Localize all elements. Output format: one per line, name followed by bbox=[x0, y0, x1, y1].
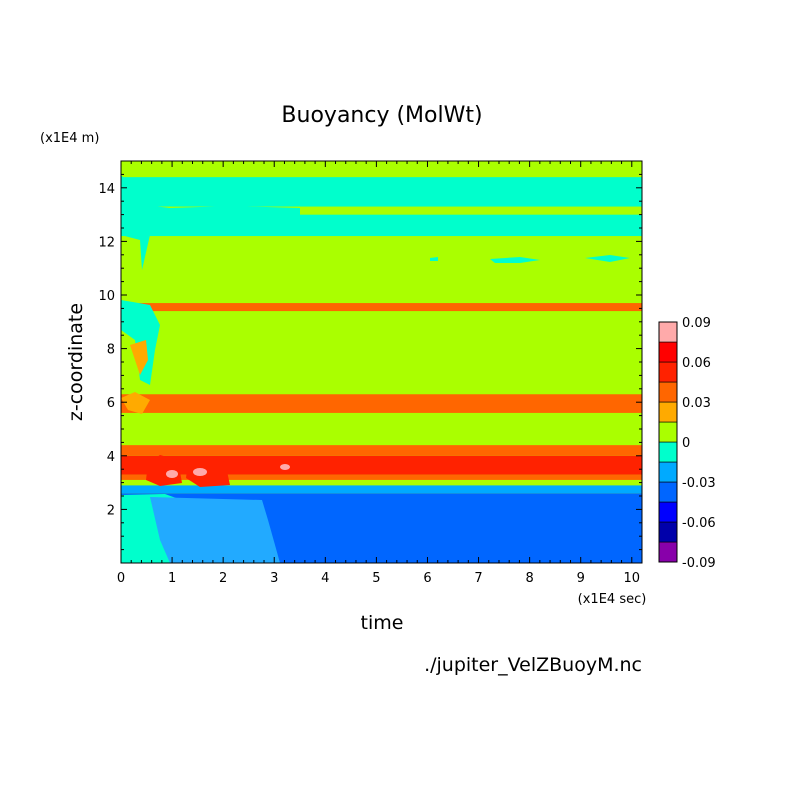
upper-cyan-patch-3 bbox=[430, 257, 438, 261]
steady-state-bands bbox=[121, 161, 642, 563]
colorbar-swatch bbox=[658, 341, 678, 363]
y-tick-label: 8 bbox=[107, 343, 115, 358]
x-axis-label: time bbox=[361, 612, 404, 634]
colorbar-swatch bbox=[658, 321, 678, 343]
colorbar-label: -0.03 bbox=[682, 476, 716, 491]
source-label: ./jupiter_VelZBuoyM.nc bbox=[424, 654, 642, 676]
x-tick-label: 4 bbox=[321, 571, 329, 586]
x-tick-label: 2 bbox=[219, 571, 227, 586]
colorbar-swatch bbox=[658, 521, 678, 543]
y-tick-label: 6 bbox=[107, 396, 115, 411]
x-tick-label: 10 bbox=[624, 571, 641, 586]
y-tick-label: 2 bbox=[107, 503, 115, 518]
transient-red-bump-1 bbox=[146, 455, 182, 486]
colorbar-swatch bbox=[658, 401, 678, 423]
colorbar-swatch bbox=[658, 481, 678, 503]
y-axis: 2 4 6 8 10 12 14 bbox=[98, 160, 642, 564]
transient-region bbox=[121, 175, 630, 563]
colorbar-swatch bbox=[658, 361, 678, 383]
x-tick-label: 3 bbox=[270, 571, 278, 586]
plot-area bbox=[121, 161, 642, 563]
colorbar-label: 0 bbox=[682, 436, 690, 451]
x-unit-label: (x1E4 sec) bbox=[578, 592, 647, 607]
colorbar-swatch bbox=[658, 461, 678, 483]
y-tick-label: 12 bbox=[98, 235, 115, 250]
x-tick-label: 0 bbox=[117, 571, 125, 586]
colorbar-label: 0.06 bbox=[682, 356, 711, 371]
x-tick-label: 8 bbox=[525, 571, 533, 586]
transient-top-patch bbox=[121, 175, 300, 270]
colorbar-swatch bbox=[658, 421, 678, 443]
transient-upper-orange-blob bbox=[130, 340, 148, 375]
band-12 bbox=[121, 206, 642, 215]
band-7 bbox=[121, 394, 642, 413]
y-tick-label: 4 bbox=[107, 450, 115, 465]
y-tick-label: 14 bbox=[98, 182, 115, 197]
x-axis: 0 1 2 3 4 5 6 7 8 9 10 bbox=[117, 161, 640, 586]
band-14 bbox=[121, 161, 642, 178]
band-2 bbox=[121, 479, 642, 486]
transient-red-bump-2 bbox=[186, 456, 230, 487]
x-tick-label: 9 bbox=[577, 571, 585, 586]
x-tick-label: 1 bbox=[168, 571, 176, 586]
y-axis-label: z-coordinate bbox=[65, 303, 87, 421]
band-9 bbox=[121, 303, 642, 312]
chart-title: Buoyancy (MolWt) bbox=[281, 103, 482, 128]
colorbar-swatch bbox=[658, 501, 678, 523]
upper-cyan-patch-1 bbox=[490, 257, 540, 263]
band-11 bbox=[121, 214, 642, 237]
upper-cyan-patch-2 bbox=[585, 255, 630, 262]
band-13 bbox=[121, 177, 642, 207]
band-3 bbox=[121, 474, 642, 480]
x-tick-label: 7 bbox=[474, 571, 482, 586]
colorbar-label: -0.06 bbox=[682, 516, 716, 531]
band-1 bbox=[121, 485, 642, 494]
colorbar-label: 0.09 bbox=[682, 316, 711, 331]
band-8 bbox=[121, 311, 642, 395]
colorbar-swatch bbox=[658, 381, 678, 403]
colorbar-label: 0.03 bbox=[682, 396, 711, 411]
y-tick-label: 10 bbox=[98, 289, 115, 304]
band-6 bbox=[121, 412, 642, 446]
colorbar-label: -0.09 bbox=[682, 556, 716, 571]
x-tick-label: 6 bbox=[423, 571, 431, 586]
x-tick-label: 5 bbox=[372, 571, 380, 586]
transient-pink-core-3 bbox=[280, 464, 290, 470]
transient-pink-core-2 bbox=[193, 468, 207, 476]
colorbar-frame bbox=[658, 321, 678, 563]
transient-mid-orange-blob bbox=[121, 392, 150, 414]
transient-blue-column bbox=[150, 497, 280, 563]
y-unit-label: (x1E4 m) bbox=[40, 131, 99, 146]
band-4 bbox=[121, 455, 642, 475]
band-10 bbox=[121, 236, 642, 304]
transient-pink-core-1 bbox=[166, 470, 178, 478]
colorbar-swatch bbox=[658, 441, 678, 463]
colorbar-swatch bbox=[658, 541, 678, 563]
band-5 bbox=[121, 445, 642, 456]
colorbar: 0.09 0.06 0.03 0 -0.03 -0.06 -0.09 bbox=[658, 316, 716, 571]
